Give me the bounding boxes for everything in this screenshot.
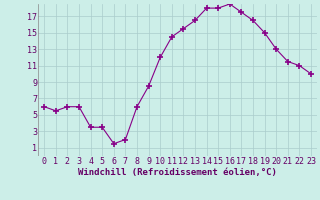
X-axis label: Windchill (Refroidissement éolien,°C): Windchill (Refroidissement éolien,°C) [78,168,277,177]
